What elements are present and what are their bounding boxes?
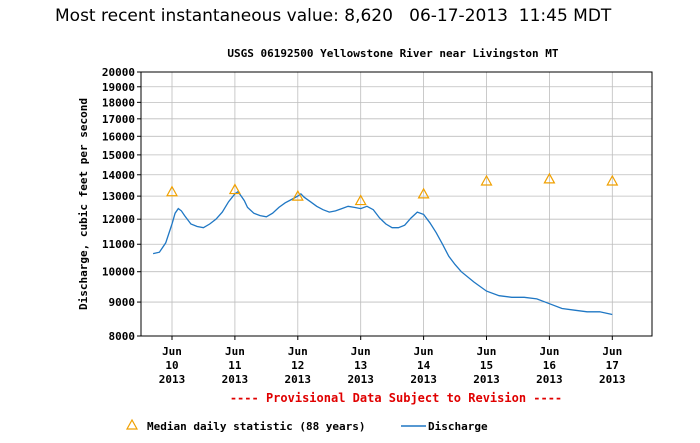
x-tick-month: Jun <box>602 345 622 358</box>
x-tick-day: 13 <box>354 359 367 372</box>
headline-label: Most recent instantaneous value: <box>55 6 339 26</box>
plot-frame <box>140 71 653 337</box>
plot-series <box>152 172 619 316</box>
x-tick-month: Jun <box>225 345 245 358</box>
x-tick-day: 17 <box>606 359 619 372</box>
x-tick-year: 2013 <box>285 373 312 386</box>
x-tick-day: 10 <box>165 359 178 372</box>
median-marker <box>480 174 493 186</box>
y-tick-label: 8000 <box>109 330 136 343</box>
x-tick-day: 14 <box>417 359 431 372</box>
y-axis-label: Discharge, cubic feet per second <box>77 98 90 310</box>
x-tick-year: 2013 <box>347 373 374 386</box>
median-marker <box>165 185 179 197</box>
median-marker <box>291 189 304 201</box>
x-tick-day: 16 <box>543 359 557 372</box>
headline: Most recent instantaneous value: 8,620 0… <box>55 6 611 26</box>
y-tick-label: 19000 <box>102 81 135 94</box>
x-tick-year: 2013 <box>536 373 563 386</box>
headline-date: 06-17-2013 <box>409 6 508 26</box>
y-tick-label: 16000 <box>102 130 135 143</box>
x-tick-month: Jun <box>414 345 434 358</box>
x-tick-day: 15 <box>480 359 493 372</box>
grid <box>141 71 652 337</box>
x-tick-month: Jun <box>288 345 308 358</box>
y-tick-label: 9000 <box>109 296 136 309</box>
y-tick-label: 20000 <box>102 66 135 79</box>
chart-title: USGS 06192500 Yellowstone River near Liv… <box>227 47 559 60</box>
y-tick-label: 15000 <box>102 149 135 162</box>
legend-discharge-label: Discharge <box>428 420 488 433</box>
median-marker <box>606 174 619 186</box>
x-tick-year: 2013 <box>599 373 626 386</box>
x-tick-year: 2013 <box>410 373 437 386</box>
median-marker <box>228 183 241 195</box>
discharge-series-line <box>152 190 613 316</box>
x-tick-day: 11 <box>228 359 242 372</box>
x-tick-month: Jun <box>162 345 182 358</box>
y-tick-label: 14000 <box>102 169 135 182</box>
x-tick-month: Jun <box>351 345 371 358</box>
headline-value: 8,620 <box>344 6 393 26</box>
median-marker <box>543 172 556 184</box>
median-marker <box>354 194 367 206</box>
y-tick-label: 13000 <box>102 190 135 203</box>
y-axis-ticks: 8000 9000 10000 11000 12000 13000 14000 15000 16… <box>102 66 141 343</box>
legend-median-triangle-icon <box>125 418 139 430</box>
x-tick-year: 2013 <box>222 373 249 386</box>
y-tick-label: 18000 <box>102 96 135 109</box>
y-tick-label: 12000 <box>102 213 135 226</box>
x-axis-ticks: Jun102013Jun112013Jun122013Jun132013Jun1… <box>159 336 626 386</box>
y-tick-label: 11000 <box>102 238 135 251</box>
x-tick-year: 2013 <box>159 373 186 386</box>
provisional-note: ---- Provisional Data Subject to Revisio… <box>230 391 562 405</box>
x-tick-day: 12 <box>291 359 304 372</box>
median-marker <box>417 187 430 199</box>
y-tick-label: 10000 <box>102 266 135 279</box>
x-tick-month: Jun <box>477 345 497 358</box>
legend: Median daily statistic (88 years) Discha… <box>125 418 488 433</box>
x-tick-month: Jun <box>539 345 559 358</box>
headline-time: 11:45 MDT <box>518 6 612 26</box>
y-tick-label: 17000 <box>102 113 135 126</box>
x-tick-year: 2013 <box>473 373 500 386</box>
legend-median-label: Median daily statistic (88 years) <box>147 420 366 433</box>
